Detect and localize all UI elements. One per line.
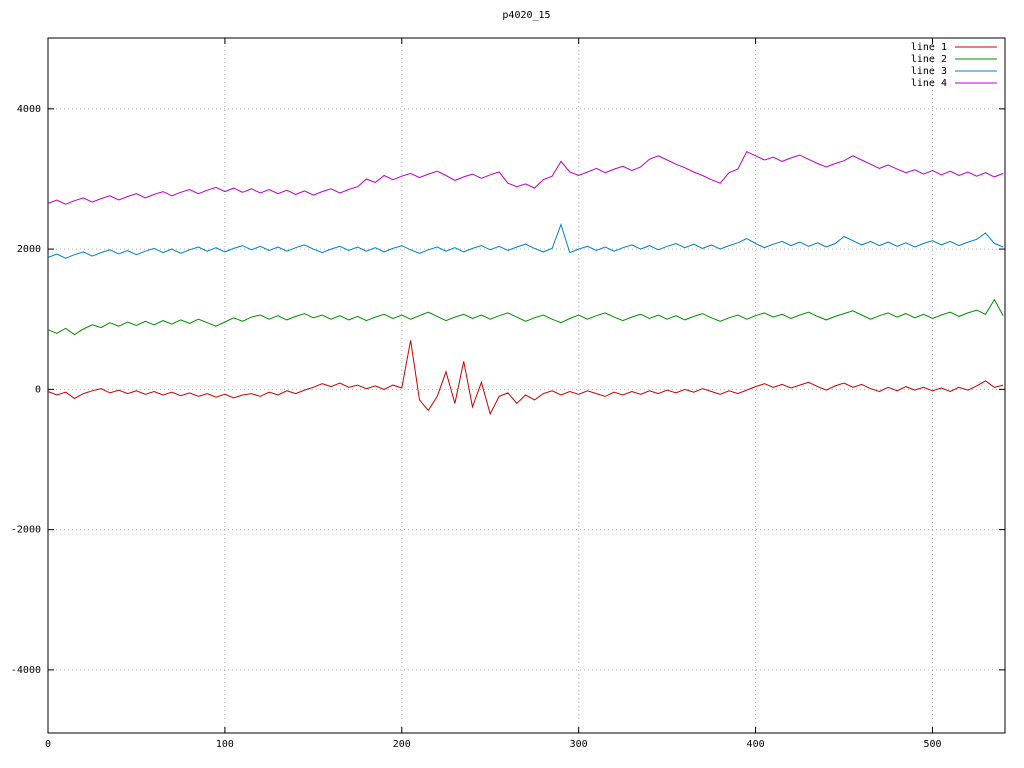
y-tick-label: -4000 [11, 665, 41, 676]
y-tick-label: 4000 [17, 104, 41, 115]
x-tick-label: 500 [923, 739, 941, 750]
series-line-2 [47, 298, 1004, 336]
y-tick-label: 0 [35, 384, 41, 395]
x-tick-label: 200 [393, 739, 411, 750]
y-tick-label: 2000 [17, 244, 41, 255]
series-line-3 [47, 222, 1004, 259]
x-tick-label: 400 [747, 739, 765, 750]
x-tick-label: 300 [570, 739, 588, 750]
x-tick-label: 0 [45, 739, 51, 750]
legend-label: line 4 [911, 78, 947, 89]
legend-label: line 2 [911, 54, 947, 65]
series-line-1 [47, 340, 1004, 416]
legend-label: line 1 [911, 42, 947, 53]
chart-title: p4020_15 [502, 10, 551, 21]
plot-border [47, 37, 1006, 734]
y-tick-label: -2000 [11, 525, 41, 536]
x-tick-label: 100 [216, 739, 234, 750]
series-line-4 [47, 150, 1004, 205]
legend-label: line 3 [911, 66, 947, 77]
